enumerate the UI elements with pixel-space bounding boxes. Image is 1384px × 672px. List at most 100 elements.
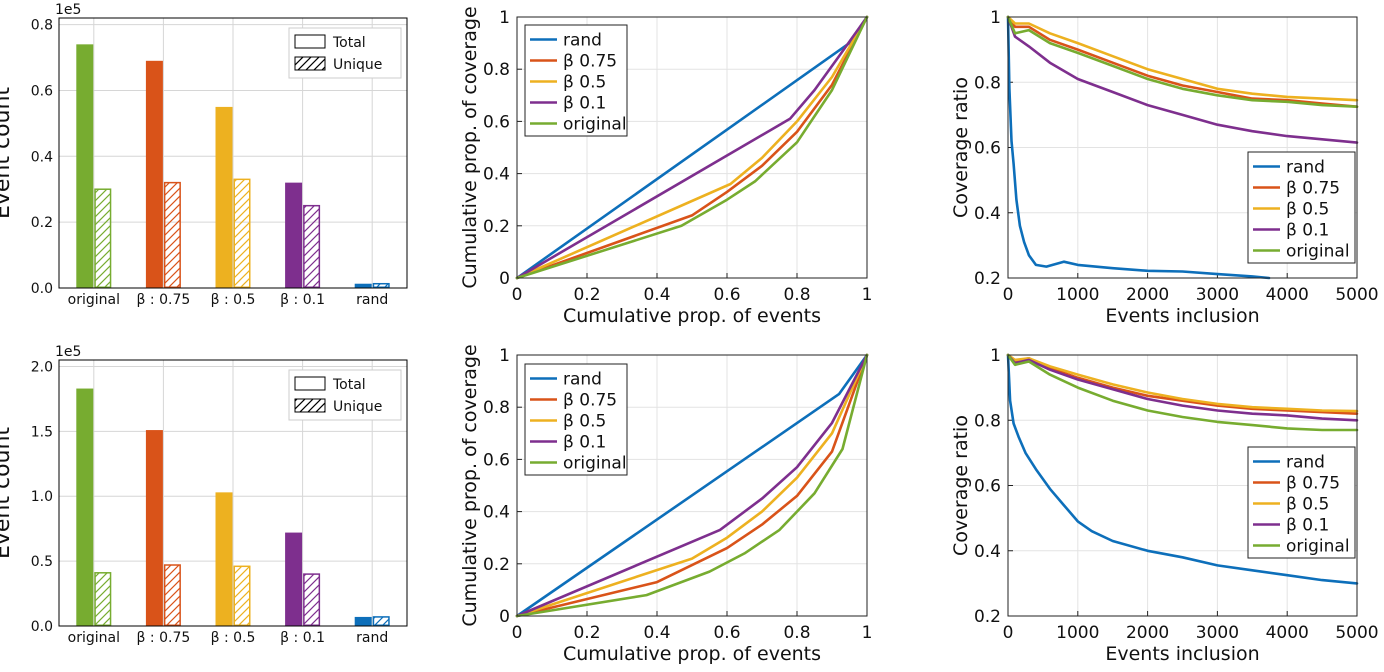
axes-frame (58, 359, 408, 627)
legend-label: Total (332, 377, 366, 393)
y-axis-label: Coverage ratio (950, 77, 972, 218)
series-line-2 (1006, 15, 1359, 102)
series-line-3 (1006, 15, 1359, 144)
y-tick-label: 0.4 (483, 503, 510, 523)
x-axis-label: Events inclusion (1105, 643, 1259, 665)
series-line-1 (1006, 15, 1359, 108)
x-tick-label: 0 (1003, 623, 1014, 643)
y-tick-label: 0.6 (483, 450, 510, 470)
series-line-0 (1006, 353, 1359, 585)
exponent-label: 1e5 (55, 2, 81, 18)
series-line-3 (1006, 353, 1359, 422)
series-line-1 (515, 353, 869, 618)
line-chart-lorenz_top: 0 0.2 0.4 0.6 0.8 1 0 0.2 0.4 0.6 0.8 1 Cumulative p… (459, 6, 872, 327)
y-tick-label: 1.5 (31, 424, 53, 440)
y-tick-label: 0.2 (974, 269, 1001, 289)
x-tick-label: β : 0.75 (137, 292, 191, 308)
line-chart-ratio_bottom: 0 1000 2000 3000 4000 5000 0.2 0.4 0.6 0.8 1 Events… (950, 346, 1379, 665)
bar-total (145, 430, 163, 626)
x-tick-label: 0.6 (713, 285, 740, 305)
bar-unique (303, 573, 321, 626)
y-tick-label: 1 (499, 346, 510, 366)
legend-label: Unique (333, 399, 382, 415)
bar-total (285, 532, 303, 626)
legend-label: β 0.5 (1286, 200, 1329, 220)
bar-total (76, 388, 94, 626)
bar-unique (94, 188, 112, 288)
legend-label: β 0.75 (1286, 474, 1340, 494)
y-tick-label: 0.2 (974, 607, 1001, 627)
x-tick-label: 0.8 (783, 285, 810, 305)
line-chart-lorenz_bottom: 0 0.2 0.4 0.6 0.8 1 0 0.2 0.4 0.6 0.8 1 Cumulative p… (459, 344, 872, 665)
legend-label: rand (563, 370, 602, 390)
x-tick-label: 1000 (1056, 623, 1099, 643)
y-tick-label: 0.2 (31, 215, 53, 231)
legend-swatch-total (294, 34, 326, 49)
x-tick-label: 0.2 (573, 623, 600, 643)
legend-label: Unique (333, 57, 382, 73)
x-tick-label: 0 (1003, 285, 1014, 305)
y-tick-label: 0 (499, 607, 510, 627)
x-tick-label: 0.4 (643, 623, 670, 643)
bar-chart-bar_top: 0.0 0.2 0.4 0.6 0.8 original β : 0.75 β : 0.5 β … (0, 2, 408, 308)
series-line-4 (515, 15, 869, 280)
bar-total (145, 60, 163, 289)
y-tick-label: 0.6 (974, 477, 1001, 497)
y-tick-label: 0.4 (974, 542, 1001, 562)
series-line-4 (1006, 353, 1359, 432)
legend: Total Unique (288, 27, 402, 79)
bar-unique (303, 204, 321, 288)
y-tick-label: 1 (990, 346, 1001, 366)
x-tick-label: 0 (512, 285, 523, 305)
bar-total (354, 616, 372, 626)
x-tick-label: 3000 (1196, 285, 1239, 305)
x-tick-label: 1 (862, 285, 873, 305)
x-tick-label: rand (356, 292, 388, 308)
x-tick-label: 2000 (1126, 623, 1169, 643)
y-tick-label: 0.6 (483, 112, 510, 132)
legend-label: rand (1286, 453, 1325, 473)
y-axis-label: Event count (0, 87, 15, 219)
x-tick-label: 1000 (1056, 285, 1099, 305)
x-tick-label: 1 (862, 623, 873, 643)
bar-total (76, 44, 94, 289)
legend-label: β 0.1 (1286, 516, 1329, 536)
y-tick-label: 0.2 (483, 555, 510, 575)
legend-label: β 0.5 (563, 412, 606, 432)
x-tick-label: 0.4 (643, 285, 670, 305)
bar-total (215, 492, 233, 626)
series-line-0 (515, 353, 869, 618)
y-tick-label: 1 (990, 8, 1001, 28)
series-line-4 (1006, 15, 1359, 108)
exponent-label: 1e5 (55, 344, 81, 360)
y-tick-label: 0 (499, 269, 510, 289)
x-tick-label: 0 (512, 623, 523, 643)
x-tick-label: β : 0.75 (137, 630, 191, 646)
legend-label: original (563, 454, 627, 474)
series-line-0 (1006, 15, 1271, 280)
axes-frame (516, 16, 868, 279)
x-tick-label: β : 0.5 (211, 630, 256, 646)
x-tick-label: 5000 (1335, 623, 1378, 643)
y-tick-label: 1 (499, 8, 510, 28)
series-line-1 (515, 15, 869, 280)
bar-chart-bar_bottom: 0.0 0.5 1.0 1.5 2.0 original β : 0.75 β : 0.5 β … (0, 344, 408, 646)
bar-unique (233, 565, 251, 626)
legend-swatch-unique (294, 56, 326, 71)
y-tick-label: 0.5 (31, 554, 53, 570)
legend-swatch-total (294, 376, 326, 391)
axes-frame (1007, 354, 1358, 617)
legend-label: β 0.75 (563, 391, 617, 411)
y-axis-label: Cumulative prop. of coverage (459, 344, 481, 626)
x-tick-label: β : 0.1 (280, 630, 325, 646)
y-axis-label: Coverage ratio (950, 415, 972, 556)
bar-total (285, 182, 303, 288)
x-tick-label: 5000 (1335, 285, 1378, 305)
x-tick-label: rand (356, 630, 388, 646)
y-tick-label: 0.6 (31, 83, 53, 99)
legend: Total Unique (288, 369, 402, 421)
x-tick-label: 4000 (1266, 623, 1309, 643)
y-tick-label: 0.4 (974, 204, 1001, 224)
